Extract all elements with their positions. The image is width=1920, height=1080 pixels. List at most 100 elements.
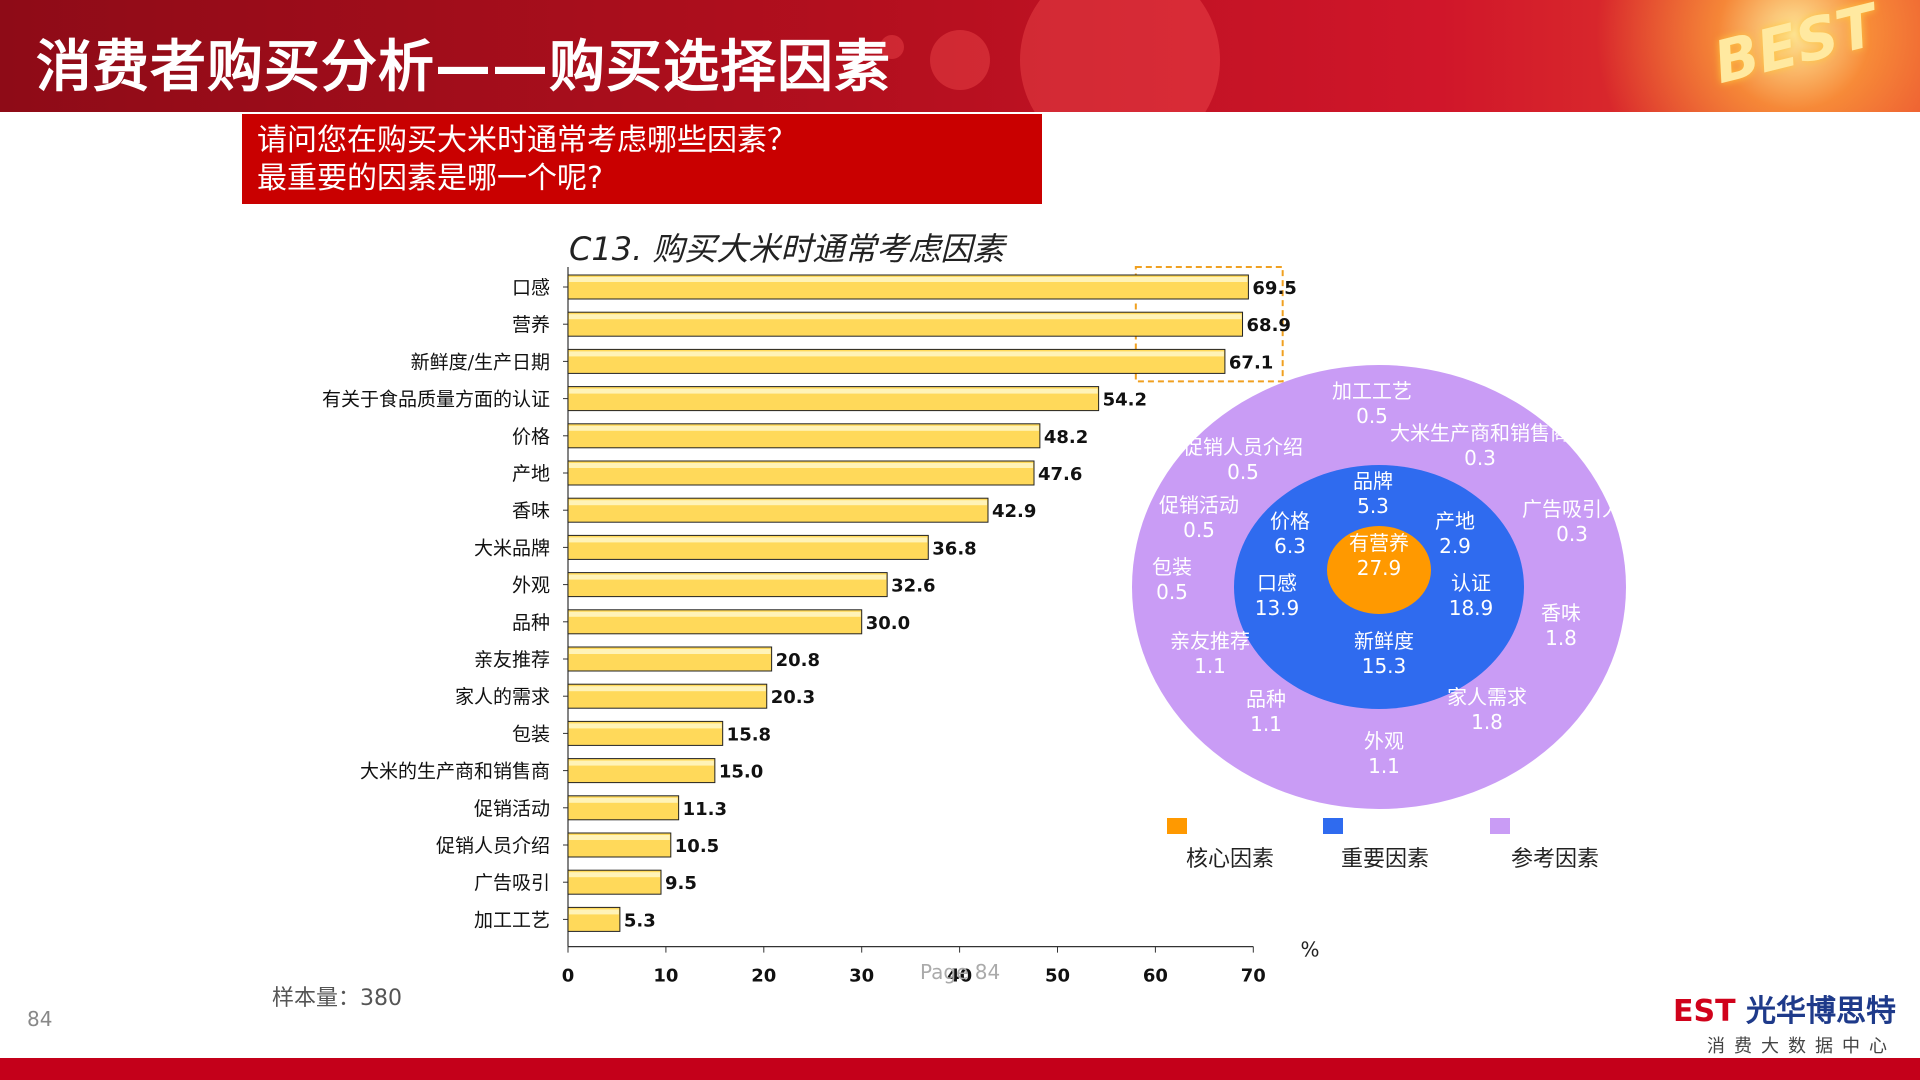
important-factor-label: 新鲜度 15.3 <box>1354 629 1414 678</box>
category-label: 价格 <box>512 426 550 448</box>
important-factor-label: 产地 2.9 <box>1435 509 1475 558</box>
legend-label: 重要因素 <box>1341 847 1429 872</box>
legend-swatch <box>1167 818 1187 834</box>
x-tick-label: 10 <box>653 966 678 987</box>
bar-highlight <box>569 351 1224 357</box>
category-label: 促销人员介绍 <box>436 835 550 857</box>
important-factor-label: 品牌 5.3 <box>1353 469 1393 518</box>
category-label: 口感 <box>512 277 550 299</box>
footer-bar <box>0 1058 1920 1080</box>
reference-factor-label: 加工工艺 0.5 <box>1332 379 1412 428</box>
chart-title: C13. 购买大米时通常考虑因素 <box>569 230 1005 268</box>
bar-highlight <box>569 277 1248 282</box>
question-line-2: 最重要的因素是哪一个呢? <box>257 161 603 196</box>
chart-area: 0 10 20 30 40 50 60 70% 口感 69.5 营养 68.9 新鲜度/生产日期 67.1… <box>322 266 1626 987</box>
x-tick-label: 20 <box>751 966 776 987</box>
category-label: 促销活动 <box>474 798 550 820</box>
category-label: 有关于食品质量方面的认证 <box>322 389 550 411</box>
x-tick-label: 70 <box>1241 966 1266 987</box>
bar-highlight <box>569 425 1039 431</box>
category-label: 亲友推荐 <box>474 649 550 671</box>
category-label: 外观 <box>512 575 550 597</box>
question-box: 请问您在购买大米时通常考虑哪些因素？ 最重要的因素是哪一个呢? <box>242 114 1042 204</box>
category-label: 大米的生产商和销售商 <box>360 761 550 783</box>
category-label: 大米品牌 <box>474 537 550 559</box>
value-label: 15.0 <box>719 762 763 783</box>
brand-en: EST <box>1672 994 1736 1029</box>
x-tick-label: 0 <box>562 966 575 987</box>
reference-factor-label: 广告吸引人 0.3 <box>1522 497 1622 546</box>
page-number: 84 <box>27 1007 53 1031</box>
bar-highlight <box>569 835 670 840</box>
bar-highlight <box>569 686 766 692</box>
legend-swatch <box>1323 818 1343 834</box>
core-ring <box>1327 526 1431 614</box>
bar-highlight <box>569 500 987 506</box>
category-label: 家人的需求 <box>455 686 550 708</box>
important-factor-label: 口感 13.9 <box>1255 571 1300 620</box>
value-label: 15.8 <box>727 724 771 745</box>
x-tick-label: 30 <box>849 966 874 987</box>
value-label: 69.5 <box>1252 278 1296 299</box>
reference-factor-label: 促销活动 0.5 <box>1159 493 1239 542</box>
page-watermark: Page 84 <box>920 960 1001 984</box>
category-label: 营养 <box>512 314 550 336</box>
category-label: 产地 <box>512 463 550 485</box>
reference-factor-label: 外观 1.1 <box>1364 729 1404 778</box>
legend-label: 核心因素 <box>1186 847 1274 872</box>
important-factor-label: 价格 6.3 <box>1270 509 1310 558</box>
bar-highlight <box>569 909 619 915</box>
bar-highlight <box>569 463 1034 468</box>
bar-highlight <box>569 611 861 617</box>
reference-factor-label: 大米生产商和销售商 0.3 <box>1390 421 1570 470</box>
value-label: 32.6 <box>891 576 935 597</box>
value-label: 54.2 <box>1103 390 1147 411</box>
header-banner: 消费者购买分析——购买选择因素 BEST <box>0 0 1920 112</box>
bar-highlight <box>569 388 1098 394</box>
important-factor-label: 认证 18.9 <box>1449 571 1494 620</box>
value-label: 9.5 <box>665 873 697 894</box>
value-label: 20.3 <box>771 687 815 708</box>
value-label: 10.5 <box>675 836 719 857</box>
value-label: 36.8 <box>932 538 976 559</box>
reference-factor-label: 促销人员介绍 0.5 <box>1183 435 1303 484</box>
reference-factor-label: 亲友推荐 1.1 <box>1170 629 1250 678</box>
category-label: 加工工艺 <box>474 909 550 931</box>
legend-swatch <box>1490 818 1510 834</box>
reference-factor-label: 香味 1.8 <box>1541 601 1581 650</box>
bar-highlight <box>569 872 661 878</box>
legend-label: 参考因素 <box>1511 847 1599 872</box>
value-label: 67.1 <box>1229 352 1273 373</box>
value-label: 68.9 <box>1247 315 1291 336</box>
reference-factor-label: 包装 0.5 <box>1152 555 1192 604</box>
x-tick-label: 40 <box>947 966 972 987</box>
value-label: 20.8 <box>776 650 820 671</box>
x-unit-label: % <box>1300 938 1319 962</box>
value-label: 47.6 <box>1038 464 1082 485</box>
sample-size: 样本量：380 <box>272 986 402 1011</box>
core-factor-label: 有营养 27.9 <box>1349 531 1409 580</box>
bar-highlight <box>569 723 722 729</box>
bar-highlight <box>569 797 678 803</box>
category-label: 广告吸引 <box>474 872 550 894</box>
category-label: 品种 <box>512 612 550 634</box>
value-label: 11.3 <box>683 799 727 820</box>
bar-highlight <box>569 314 1242 320</box>
value-label: 5.3 <box>624 910 656 931</box>
brand-subtitle: 消费大数据中心 <box>1707 1036 1896 1057</box>
value-label: 30.0 <box>866 613 910 634</box>
brand-cn: 光华博思特 <box>1746 994 1896 1029</box>
bar-highlight <box>569 649 771 654</box>
x-tick-label: 50 <box>1045 966 1070 987</box>
category-label: 香味 <box>512 500 550 522</box>
bar-highlight <box>569 537 928 543</box>
value-label: 48.2 <box>1044 427 1088 448</box>
category-label: 包装 <box>512 723 550 745</box>
page-title: 消费者购买分析——购买选择因素 <box>36 35 891 100</box>
value-label: 42.9 <box>992 501 1036 522</box>
bar-highlight <box>569 574 887 580</box>
reference-factor-label: 家人需求 1.8 <box>1447 685 1527 734</box>
bar-highlight <box>569 760 714 766</box>
category-label: 新鲜度/生产日期 <box>411 351 550 373</box>
reference-factor-label: 品种 1.1 <box>1246 687 1286 736</box>
